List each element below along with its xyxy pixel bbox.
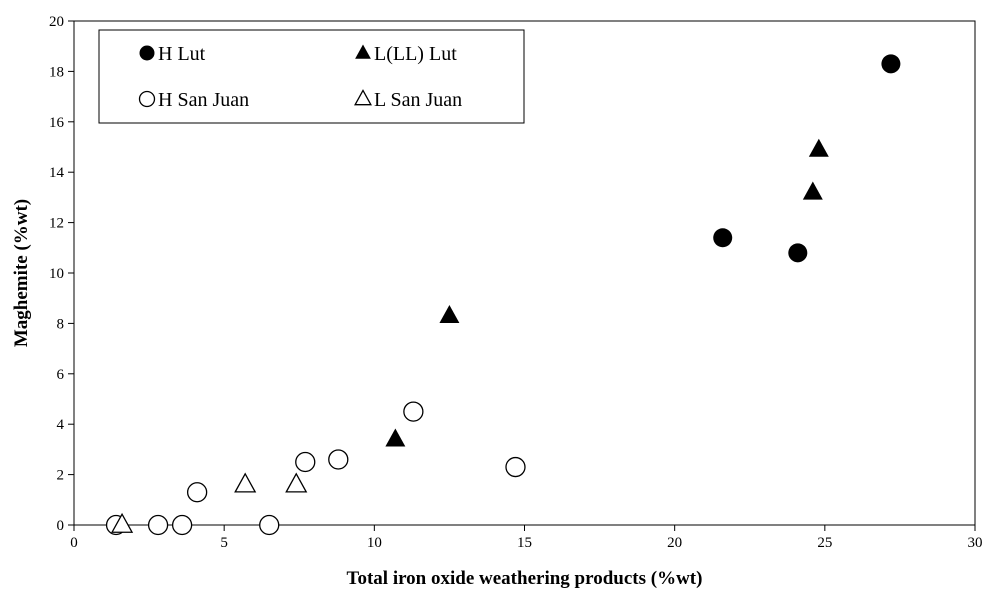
y-tick-label: 4: [57, 417, 65, 433]
series-h-san-juan: [105, 401, 526, 536]
data-point: [403, 401, 424, 422]
legend-marker: [138, 90, 156, 108]
series-l-ll-lut: [385, 138, 829, 447]
x-tick-label: 5: [220, 535, 228, 551]
data-point: [147, 514, 169, 536]
x-tick-label: 25: [817, 535, 832, 551]
legend-label: H San Juan: [158, 89, 249, 111]
y-tick-label: 14: [49, 165, 65, 181]
y-axis-title: Maghemite (%wt): [11, 199, 32, 347]
legend: H Lut L(LL) Lut H San Juan L San Juan: [98, 29, 525, 124]
y-tick-label: 18: [49, 64, 64, 80]
legend-marker: [139, 45, 155, 61]
data-point: [881, 54, 901, 74]
legend-marker: [354, 89, 372, 106]
x-tick-label: 20: [667, 535, 682, 551]
y-tick-label: 16: [49, 115, 65, 131]
x-tick-label: 30: [968, 535, 983, 551]
data-point: [328, 449, 349, 470]
data-point: [234, 472, 257, 493]
x-tick-label: 15: [517, 535, 532, 551]
x-axis-title: Total iron oxide weathering products (%w…: [347, 568, 703, 589]
data-point: [788, 243, 808, 263]
y-tick-label: 10: [49, 266, 64, 282]
data-point: [439, 305, 460, 324]
data-point: [259, 514, 280, 536]
legend-marker: [355, 44, 371, 59]
legend-label: L(LL) Lut: [374, 43, 457, 65]
y-tick-label: 8: [57, 316, 65, 332]
legend-label: H Lut: [158, 43, 206, 65]
x-axis: 0 5 10 15 20 25 30: [70, 525, 983, 551]
y-tick-label: 12: [49, 216, 64, 232]
data-point: [295, 451, 316, 473]
y-tick-label: 0: [57, 518, 65, 534]
series-h-lut: [713, 54, 901, 263]
data-point: [186, 482, 208, 503]
data-point: [802, 181, 823, 200]
data-point: [713, 228, 733, 248]
y-tick-label: 6: [57, 367, 65, 383]
x-tick-label: 10: [367, 535, 382, 551]
series-l-san-juan: [110, 472, 308, 533]
y-tick-label: 20: [49, 14, 64, 30]
data-point: [385, 428, 406, 447]
y-tick-label: 2: [57, 468, 65, 484]
y-axis: 0 2 4 6 8 10 12 14 16 18 20: [49, 14, 74, 534]
data-point: [285, 472, 308, 493]
legend-label: L San Juan: [374, 89, 462, 111]
legend-box: [98, 29, 525, 124]
data-point: [110, 512, 134, 533]
data-point: [808, 138, 829, 157]
data-points: [105, 54, 901, 536]
x-tick-label: 0: [70, 535, 78, 551]
data-point: [171, 514, 193, 536]
data-point: [505, 456, 526, 478]
